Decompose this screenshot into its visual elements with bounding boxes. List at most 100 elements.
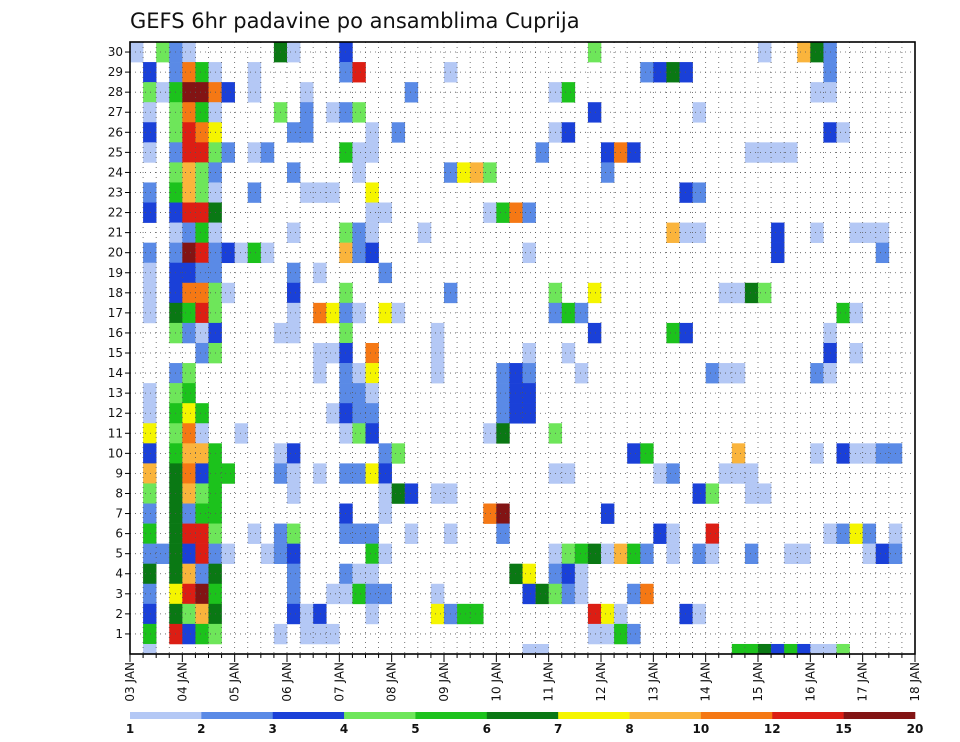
heatmap-cell [143,563,157,585]
heatmap-cell [247,242,262,264]
heatmap-cell [522,242,536,264]
heatmap-cell [601,142,615,163]
heatmap-cell [182,222,196,243]
dotted-grid [130,42,915,654]
heatmap-cell [496,202,510,223]
heatmap-cell [182,62,196,83]
heatmap-cell [143,102,157,123]
colorbar-level-label: 15 [835,722,852,736]
heatmap-cell [143,483,157,504]
heatmap-cell [352,162,366,183]
heatmap-cell [823,643,837,655]
heatmap-cell [666,463,680,484]
heatmap-cell [849,222,863,243]
heatmap-cell [849,523,863,544]
x-tick-label: 16 JAN [803,662,817,702]
heatmap-cell [182,162,196,183]
x-tick-label: 18 JAN [908,662,922,702]
heatmap-cell [849,443,863,464]
heatmap-cell [326,583,340,605]
y-tick-label: 6 [115,527,123,541]
heatmap-cell [143,543,157,565]
heatmap-cell [182,102,196,123]
heatmap-cell [352,242,366,264]
heatmap-cell [679,222,693,243]
heatmap-cell [470,162,484,183]
heatmap-cell [143,262,157,284]
heatmap-cell [522,403,536,424]
heatmap-cell [182,443,196,464]
colorbar-swatch [629,712,702,719]
heatmap-cell [601,603,615,625]
heatmap-cell [601,503,615,524]
heatmap-cell [705,363,720,384]
heatmap-cell [339,523,353,544]
heatmap-cell [587,322,602,344]
heatmap-cell [182,603,196,625]
heatmap-cell [326,182,340,203]
x-tick-label: 04 JAN [175,662,189,702]
heatmap-cell [182,363,196,384]
heatmap-cell [365,603,379,625]
heatmap-cell [195,102,209,123]
heatmap-cell [195,182,209,203]
heatmap-cell [352,563,366,585]
heatmap-cell [234,423,249,444]
heatmap-cell [287,523,301,544]
heatmap-cell [365,242,379,264]
heatmap-cell [195,202,209,223]
heatmap-cell [143,603,157,625]
heatmap-cell [771,142,785,163]
heatmap-cell [483,423,497,444]
heatmap-cell [313,463,327,484]
heatmap-cell [195,342,209,364]
colorbar-swatch [843,712,916,719]
heatmap-cell [287,222,301,243]
heatmap-cell [391,483,406,504]
heatmap-cell [221,142,235,163]
heatmap-cell [326,102,340,123]
heatmap-cell [758,643,772,655]
heatmap-cell [313,363,327,384]
heatmap-cell [195,623,209,645]
heatmap-cell [287,262,301,284]
heatmap-cell [195,423,209,444]
x-tick-label: 07 JAN [332,662,346,702]
x-tick-label: 10 JAN [489,662,503,702]
heatmap-cell [195,503,209,524]
y-tick-label: 17 [108,306,123,320]
heatmap-cell [509,403,523,424]
colorbar-level-label: 10 [693,722,710,736]
heatmap-cell [339,142,353,163]
heatmap-cell [221,463,235,484]
heatmap-cell [601,543,615,565]
heatmap-cell [195,443,209,464]
heatmap-cell [744,543,759,565]
heatmap-cell [365,342,379,364]
heatmap-cell [339,302,353,324]
y-tick-label: 10 [108,446,123,460]
heatmap-cell [143,242,157,264]
heatmap-cell [352,363,366,384]
y-tick-label: 16 [108,326,123,340]
heatmap-cell [195,222,209,243]
heatmap-cell [587,543,602,565]
heatmap-cell [744,142,759,163]
heatmap-cell [679,182,693,203]
colorbar-swatch [700,712,773,719]
colorbar-swatch [201,712,274,719]
heatmap-cell [574,363,589,384]
heatmap-cell [260,142,275,163]
y-tick-label: 4 [115,567,123,581]
heatmap-cell [365,583,379,605]
heatmap-cell [352,403,366,424]
heatmap-cell [300,182,314,203]
heatmap-cell [339,322,353,344]
y-tick-label: 27 [108,105,123,119]
y-tick-label: 25 [108,145,123,159]
heatmap-cell [365,563,379,585]
heatmap-cell [561,563,576,585]
heatmap-cell [313,302,327,324]
heatmap-cell [522,563,536,585]
y-tick-label: 8 [115,486,123,500]
